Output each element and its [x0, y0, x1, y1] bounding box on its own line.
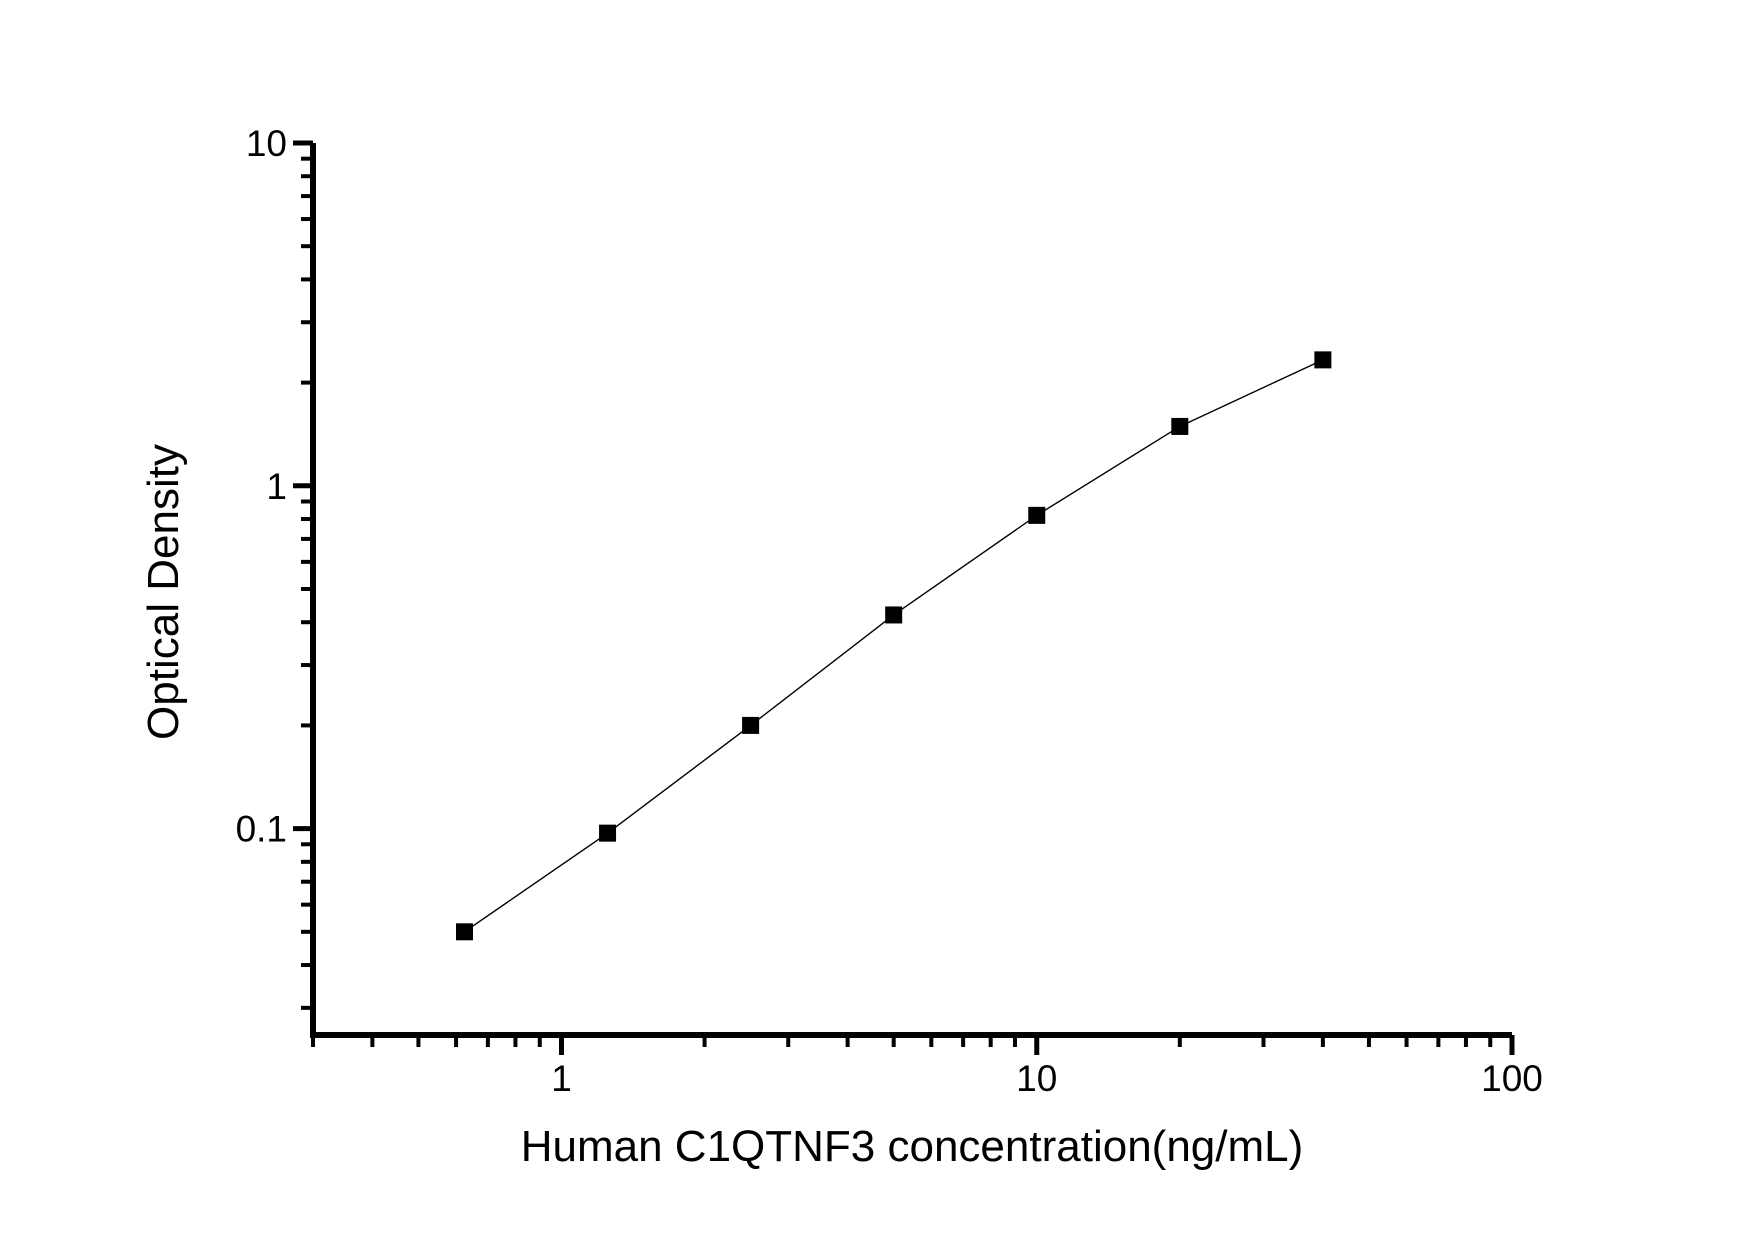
- x-axis-title: Human C1QTNF3 concentration(ng/mL): [521, 1122, 1304, 1171]
- data-point-marker: [1314, 351, 1332, 369]
- x-tick-label: 100: [1481, 1058, 1543, 1099]
- x-tick-label: 10: [1016, 1058, 1057, 1099]
- data-series-group: [455, 351, 1332, 941]
- ticks-group: [293, 140, 1515, 1055]
- y-tick-label: 1: [266, 466, 287, 507]
- data-point-marker: [599, 824, 617, 842]
- data-point-marker: [1171, 417, 1189, 435]
- y-tick-label: 0.1: [236, 809, 287, 850]
- data-point-marker: [742, 716, 760, 734]
- y-tick-label: 10: [246, 123, 287, 164]
- x-tick-label: 1: [551, 1058, 572, 1099]
- data-point-marker: [455, 923, 473, 941]
- data-point-marker: [1028, 506, 1046, 524]
- tick-labels-group: 1 10 100 0.1 1 10: [236, 123, 1543, 1099]
- axis-lines: [310, 143, 1512, 1038]
- data-point-marker: [885, 606, 903, 624]
- axes-group: [310, 143, 1512, 1038]
- standard-curve-line: [464, 359, 1324, 933]
- y-axis-title: Optical Density: [139, 444, 188, 740]
